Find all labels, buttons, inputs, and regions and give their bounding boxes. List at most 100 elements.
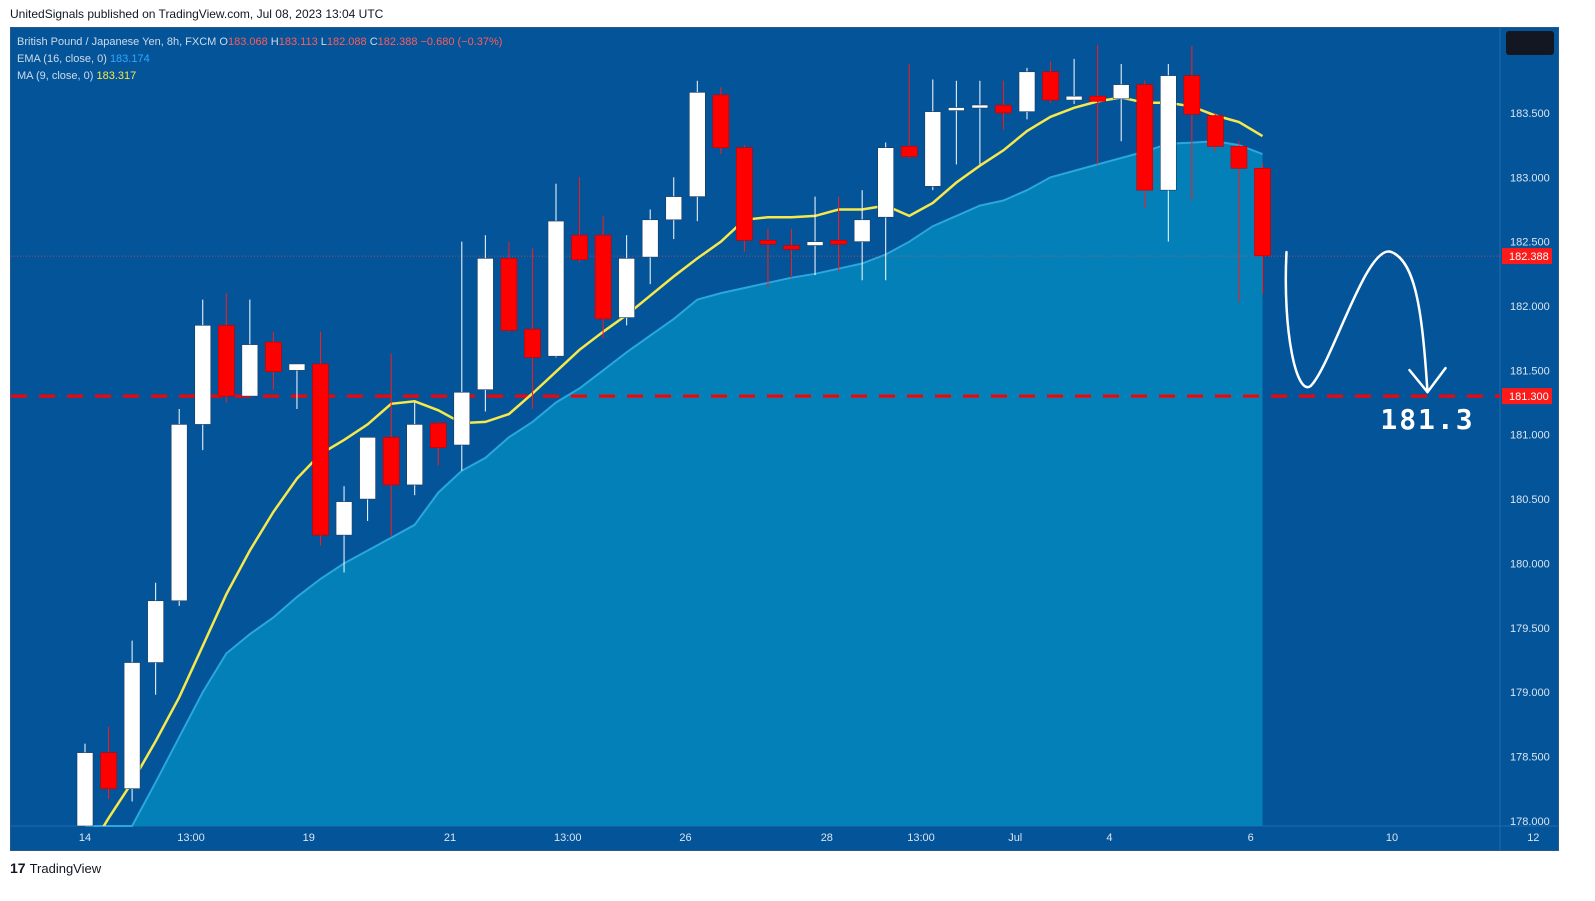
low-label: L <box>320 36 327 48</box>
candle-body <box>877 147 895 218</box>
candle <box>1089 44 1106 165</box>
price-axis: 178.000 178.500 179.000 179.500 180.000 180.5… <box>1502 44 1552 828</box>
candle-body <box>147 600 164 663</box>
projection-arrowhead-icon <box>1408 366 1447 394</box>
candle-body <box>241 344 259 397</box>
candle-body <box>1183 75 1201 115</box>
projection-path <box>1284 250 1429 394</box>
candle <box>241 299 259 397</box>
candle <box>1018 67 1036 120</box>
price-tick-label: 181.500 <box>1510 365 1550 377</box>
candle <box>359 436 376 521</box>
candle <box>806 196 824 276</box>
candle-body <box>995 104 1012 114</box>
candle-body <box>853 219 871 242</box>
candle-body <box>1042 71 1059 101</box>
candle <box>335 486 353 573</box>
candle <box>265 331 282 390</box>
target-price-tag-text: 181.300 <box>1509 391 1549 403</box>
target-price-tag-bg <box>1502 388 1552 405</box>
candle-body <box>194 325 212 425</box>
target-line-layer <box>11 255 1500 398</box>
price-tick-label: 183.500 <box>1510 108 1550 120</box>
close-value: 182.388 <box>377 36 418 48</box>
price-tick-label: 179.000 <box>1510 687 1550 699</box>
footer-brand: TradingView <box>29 860 102 876</box>
candle-body <box>547 220 565 357</box>
candle-body <box>288 363 306 371</box>
candle-body <box>500 258 518 331</box>
candle-body <box>1065 95 1083 101</box>
candle-body <box>1160 75 1177 191</box>
candle-body <box>571 234 588 260</box>
candle <box>594 215 612 339</box>
open-label: O <box>219 36 228 48</box>
candle-body <box>1207 115 1224 147</box>
last-price-tag-bg <box>1502 248 1552 265</box>
candle-body <box>76 752 94 827</box>
candle-body <box>641 219 659 258</box>
ma-line <box>102 96 1264 826</box>
candle <box>100 726 117 799</box>
candle <box>712 87 730 155</box>
high-label: H <box>270 36 279 48</box>
time-tick-label: 6 <box>1248 832 1254 844</box>
candle <box>571 177 588 263</box>
candle-body <box>429 422 447 448</box>
price-tick-label: 178.500 <box>1510 751 1550 763</box>
candle-body <box>477 258 494 390</box>
time-axis: 14 13:00 19 21 13:00 26 28 13:00 Jul 4 6 10 12 <box>79 832 1540 844</box>
legend-ma-row: MA (9, close, 0) 183.317 <box>17 68 502 85</box>
candle-body <box>265 341 282 372</box>
close-label: C <box>369 36 378 48</box>
ma-layer <box>102 96 1264 826</box>
candle <box>1042 61 1059 103</box>
price-tick-label: 182.000 <box>1510 301 1550 313</box>
legend-ema-row: EMA (16, close, 0) 183.174 <box>17 51 502 68</box>
candle-body <box>335 501 353 536</box>
candle <box>477 235 494 412</box>
chart-legend: British Pound / Japanese Yen, 8h, FXCM O… <box>17 34 502 85</box>
candle <box>453 241 471 471</box>
candle-body <box>170 424 188 602</box>
candle <box>641 209 659 285</box>
time-tick-label: 4 <box>1106 832 1112 844</box>
price-tick-label: 183.000 <box>1510 172 1550 184</box>
candle <box>547 183 565 358</box>
time-tick-label: 26 <box>679 832 691 844</box>
time-tick-label: 19 <box>303 832 315 844</box>
candle <box>406 402 424 496</box>
footer: 17 TradingView <box>10 860 101 876</box>
toolbar-button[interactable] <box>1506 31 1554 55</box>
candle <box>123 640 141 802</box>
candle <box>853 190 871 281</box>
tradingview-logo-icon: 17 <box>10 860 26 876</box>
candle <box>665 177 683 240</box>
candle-body <box>712 94 730 149</box>
candle <box>524 248 541 409</box>
price-tick-label: 181.000 <box>1510 430 1550 442</box>
candle <box>900 64 918 158</box>
time-tick-label: Jul <box>1008 832 1022 844</box>
time-tick-label: 28 <box>821 832 833 844</box>
candle-body <box>806 241 824 246</box>
candle-body <box>1230 146 1248 169</box>
price-tick-label: 182.500 <box>1510 237 1550 249</box>
candle <box>948 80 965 165</box>
price-tick-label: 179.500 <box>1510 623 1550 635</box>
price-tick-label: 180.000 <box>1510 558 1550 570</box>
candle <box>500 241 518 332</box>
candle <box>783 228 800 278</box>
ema-line <box>85 140 1263 827</box>
candle-body <box>453 391 471 446</box>
publisher-line: UnitedSignals published on TradingView.c… <box>10 7 384 21</box>
candle <box>147 582 164 695</box>
candle <box>877 142 895 281</box>
ema-label: EMA (16, close, 0) <box>17 53 107 65</box>
candle <box>1112 64 1130 142</box>
last-price-tag-text: 182.388 <box>1509 251 1549 263</box>
candle <box>218 293 235 403</box>
candle-body <box>618 258 635 318</box>
candle-body <box>1018 71 1036 112</box>
